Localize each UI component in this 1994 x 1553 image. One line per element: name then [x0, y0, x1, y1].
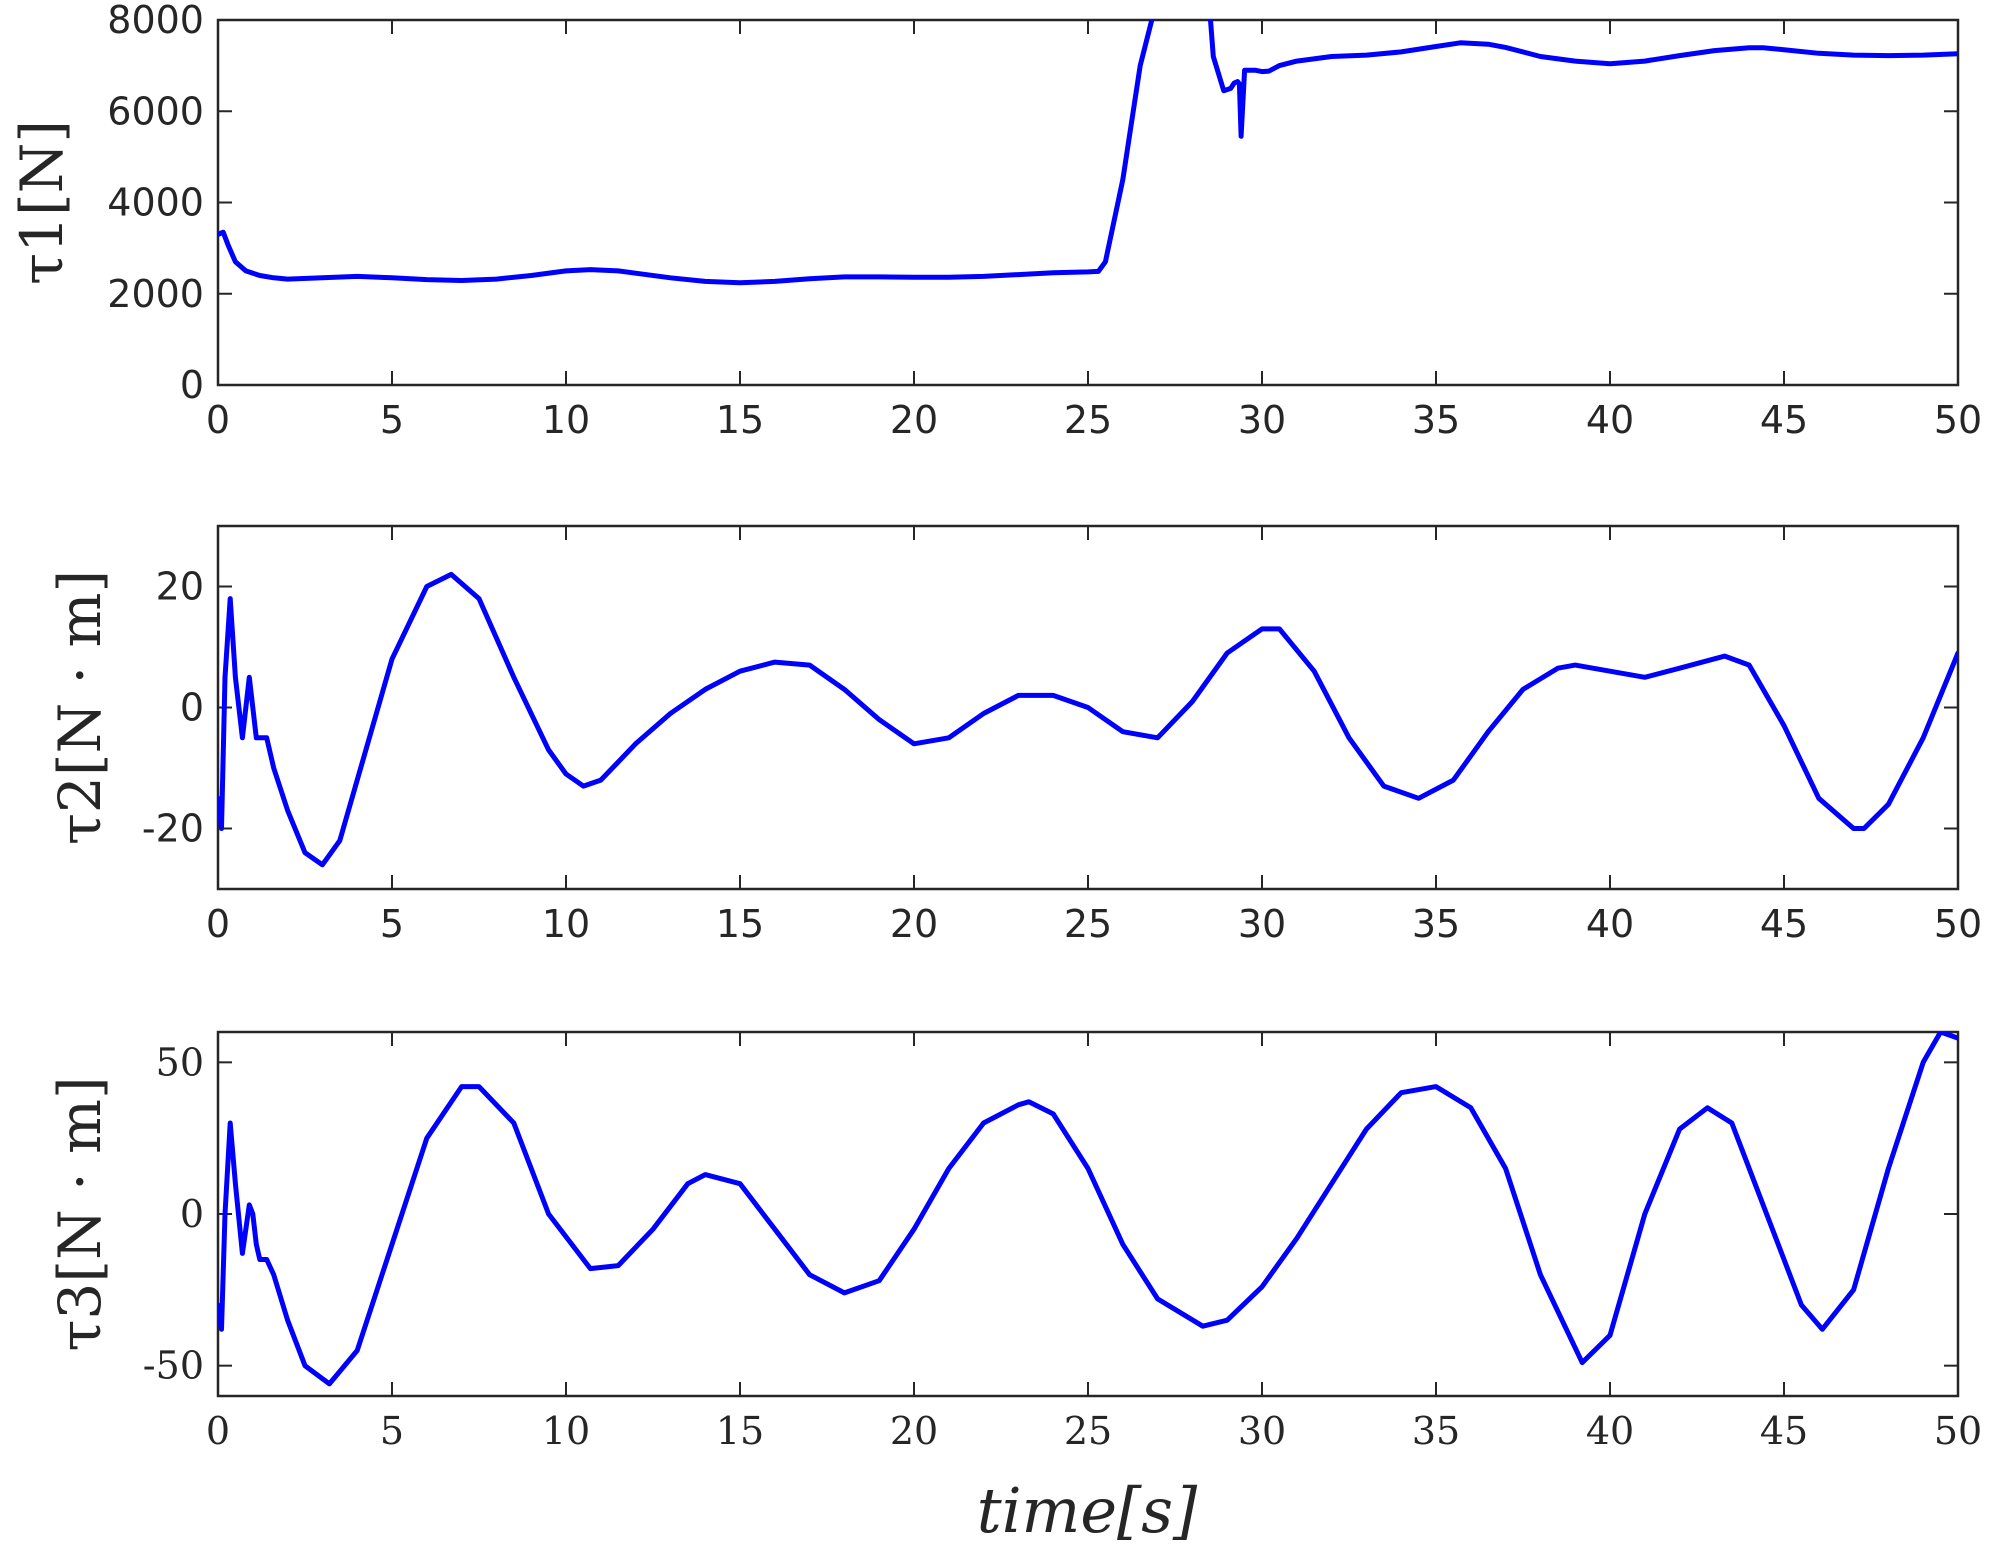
x-tick-label: 5	[380, 902, 404, 946]
x-tick-label: 15	[716, 902, 764, 946]
x-tick-label: 10	[542, 902, 590, 946]
y-tick-label: 0	[180, 1192, 204, 1236]
x-axis-label: time[s]	[977, 1474, 1198, 1547]
x-tick-label: 0	[206, 398, 230, 442]
y-tick-label: 4000	[107, 181, 204, 225]
x-tick-label: 50	[1934, 902, 1982, 946]
x-tick-label: 10	[542, 1409, 590, 1453]
x-tick-label: 30	[1238, 902, 1286, 946]
x-tick-label: 40	[1586, 398, 1634, 442]
y-tick-label: 0	[180, 363, 204, 407]
y-tick-label: -20	[142, 807, 204, 851]
y-axis-label: τ2[N · m]	[46, 570, 114, 845]
x-tick-label: 30	[1238, 1409, 1286, 1453]
y-tick-label: -50	[143, 1344, 204, 1388]
x-tick-label: 25	[1064, 902, 1112, 946]
x-tick-label: 40	[1586, 902, 1634, 946]
y-tick-label: 6000	[107, 89, 204, 133]
x-tick-label: 20	[890, 1409, 938, 1453]
x-tick-label: 20	[890, 398, 938, 442]
tau2-subplot: 0 5 10 15 20 25 30 35 40 45 50 -20 0 20 τ2[N · m]	[46, 524, 1982, 946]
x-tick-label: 45	[1760, 902, 1808, 946]
x-tick-label: 25	[1064, 1409, 1112, 1453]
y-tick-label: 8000	[107, 0, 204, 42]
x-tick-label: 35	[1412, 398, 1460, 442]
x-tick-label: 50	[1934, 398, 1982, 442]
y-tick-label: 20	[156, 565, 204, 609]
x-tick-label: 0	[206, 902, 230, 946]
x-tick-label: 10	[542, 398, 590, 442]
x-tick-label: 15	[716, 1409, 764, 1453]
series-line	[218, 1032, 1958, 1387]
x-tick-label: 0	[206, 1409, 230, 1453]
y-axis-label: τ3[N · m]	[46, 1076, 114, 1351]
x-tick-label: 35	[1412, 902, 1460, 946]
x-tick-label: 45	[1760, 398, 1808, 442]
x-tick-label: 5	[380, 398, 404, 442]
y-axis-label: τ1[N]	[8, 120, 76, 285]
x-tick-label: 40	[1586, 1409, 1634, 1453]
tau1-subplot: 0 5 10 15 20 25 30 35 40 45 50 0 2000 4000 6000 8000 τ1[…	[8, 0, 1982, 442]
series-line	[218, 571, 1958, 868]
axes-frame	[216, 18, 1960, 387]
x-tick-label: 20	[890, 902, 938, 946]
y-tick-label: 0	[180, 686, 204, 730]
x-tick-label: 25	[1064, 398, 1112, 442]
series-line	[218, 20, 1958, 286]
x-tick-label: 15	[716, 398, 764, 442]
x-tick-label: 35	[1412, 1409, 1460, 1453]
x-tick-label: 45	[1760, 1409, 1808, 1453]
y-tick-label: 50	[156, 1040, 204, 1084]
x-tick-label: 5	[380, 1409, 404, 1453]
x-tick-label: 50	[1934, 1409, 1982, 1453]
y-tick-label: 2000	[107, 272, 204, 316]
x-tick-label: 30	[1238, 398, 1286, 442]
